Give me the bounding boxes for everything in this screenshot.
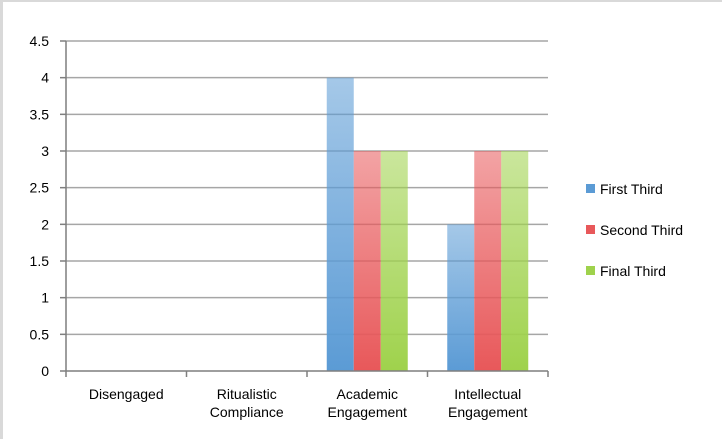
legend-swatch xyxy=(586,184,595,193)
y-tick-label: 3.5 xyxy=(30,106,50,122)
x-category-label: Engagement xyxy=(328,404,408,420)
x-category-label: Ritualistic xyxy=(217,386,277,402)
y-tick-label: 0 xyxy=(41,363,49,379)
axes xyxy=(60,40,549,377)
x-category-label: Compliance xyxy=(210,404,284,420)
bar xyxy=(380,151,408,371)
bar-chart: 0 0.5 1 1.5 2 2.5 3 3.5 4 4.5 Disengaged Ritualist… xyxy=(30,33,683,420)
bar xyxy=(501,151,529,371)
bar xyxy=(353,151,381,371)
bars xyxy=(326,77,529,372)
y-tick-label: 2 xyxy=(41,216,49,232)
gridlines xyxy=(66,40,548,336)
x-category-labels: Disengaged Ritualistic Compliance Academic E… xyxy=(89,386,528,420)
bar xyxy=(474,151,502,371)
x-category-label: Academic xyxy=(337,386,398,402)
legend-swatch xyxy=(586,266,595,275)
y-tick-label: 4.5 xyxy=(30,33,50,49)
legend: First Third Second Third Final Third xyxy=(586,181,683,279)
x-category-label: Disengaged xyxy=(89,386,164,402)
y-tick-label: 1 xyxy=(41,290,49,306)
legend-label: Second Third xyxy=(600,222,683,238)
bar xyxy=(326,77,354,372)
legend-label: Final Third xyxy=(600,263,666,279)
y-tick-label: 0.5 xyxy=(30,326,50,342)
y-tick-label: 1.5 xyxy=(30,253,50,269)
bar xyxy=(447,224,475,371)
y-tick-label: 2.5 xyxy=(30,180,50,196)
y-tick-label: 3 xyxy=(41,143,49,159)
y-tick-label: 4 xyxy=(41,70,49,86)
y-tick-labels: 0 0.5 1 1.5 2 2.5 3 3.5 4 4.5 xyxy=(30,33,50,379)
legend-swatch xyxy=(586,225,595,234)
x-category-label: Intellectual xyxy=(454,386,521,402)
legend-label: First Third xyxy=(600,181,663,197)
x-category-label: Engagement xyxy=(448,404,528,420)
